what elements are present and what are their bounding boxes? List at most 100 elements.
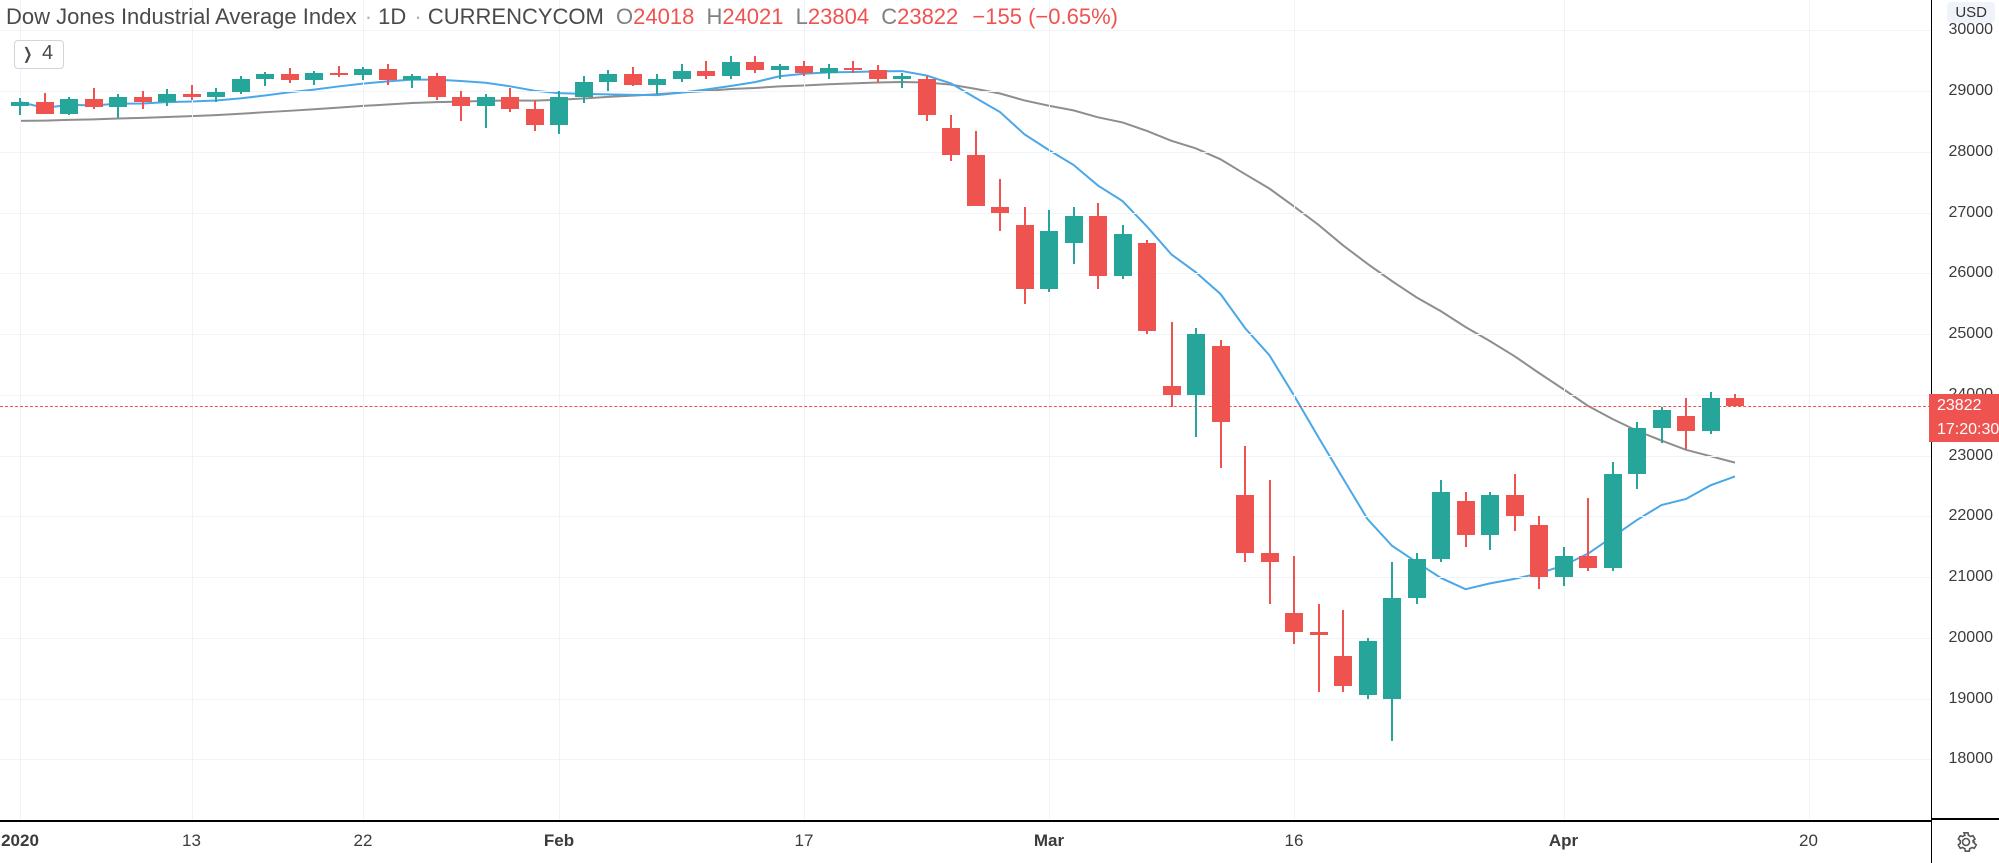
candlestick [183,85,201,100]
x-tick-label: 16 [1285,831,1304,851]
candlestick [403,74,421,88]
candlestick [526,100,544,130]
candlestick [232,76,250,94]
x-tick-label: 22 [354,831,373,851]
last-price-badge: 23822 [1929,394,1999,418]
candlestick [158,89,176,106]
candlestick [477,94,495,127]
y-tick-label: 26000 [1949,264,1994,282]
candlestick [1114,225,1132,280]
ohlc-l-value: 23804 [808,4,869,29]
candlestick [1383,562,1401,741]
candlestick [599,70,617,91]
candlestick [1163,322,1181,407]
y-tick-label: 28000 [1949,143,1994,161]
candlestick [1677,398,1695,450]
chevron-right-icon: ❯ [23,44,32,64]
ohlc-h-label: H [706,4,722,29]
candlestick [1702,392,1720,435]
candlestick [869,65,887,82]
candlestick [1432,480,1450,562]
ohlc-change: −155 (−0.65%) [972,4,1118,29]
candlestick [746,56,764,73]
y-tick-label: 21000 [1949,568,1994,586]
x-tick-label: 2020 [1,831,39,851]
candlestick [1065,207,1083,265]
candlestick [1481,492,1499,550]
chart-settings-button[interactable] [1932,820,1999,863]
candlestick [1187,328,1205,437]
candlestick [85,88,103,109]
symbol-name[interactable]: Dow Jones Industrial Average Index [6,4,357,29]
x-tick-label: 17 [795,831,814,851]
y-tick-label: 20000 [1949,629,1994,647]
candlestick [1579,498,1597,571]
candlestick [1285,556,1303,644]
candlestick [624,67,642,86]
candlestick [207,88,225,102]
candlestick [1726,394,1744,407]
ma-fast-line [20,71,1735,589]
candlestick [1089,203,1107,288]
time-axis[interactable]: 2020 13 22 Feb 17 Mar 16 Apr 20 [0,820,1932,863]
exchange-label: CURRENCYCOM [428,4,604,29]
candlestick [109,94,127,119]
candlestick [1555,547,1573,586]
last-price-line [0,406,1931,407]
x-tick-label: Mar [1034,831,1064,851]
y-tick-label: 25000 [1949,325,1994,343]
price-chart[interactable] [0,0,1932,820]
candlestick [771,64,789,79]
candlestick [281,68,299,83]
candlestick [967,131,985,180]
y-tick-label: 27000 [1949,204,1994,222]
candlestick [1310,604,1328,692]
x-tick-label: 20 [1799,831,1818,851]
x-tick-label: Feb [544,831,574,851]
y-tick-label: 19000 [1949,690,1994,708]
candlestick [575,76,593,103]
interval-label[interactable]: 1D [378,4,406,29]
ohlc-c-label: C [881,4,897,29]
candlestick [1261,480,1279,605]
candlestick [991,179,1009,231]
candlestick [134,91,152,109]
candlestick [1604,462,1622,571]
candlestick [1138,240,1156,334]
ohlc-h-value: 24021 [722,4,783,29]
candlestick [1359,638,1377,699]
candlestick [501,88,519,112]
candlestick [820,64,838,79]
candlestick [1530,516,1548,589]
indicator-count: 4 [42,42,53,64]
candlestick [1653,407,1671,443]
ohlc-o-label: O [616,4,633,29]
gear-icon [1954,830,1978,854]
candlestick [722,56,740,79]
x-tick-label: Apr [1549,831,1578,851]
bar-countdown-badge: 17:20:30 [1929,418,1999,442]
candlestick [330,66,348,77]
candlestick [354,67,372,80]
candlestick [844,61,862,73]
price-axis[interactable]: USD 180001900020000210002200023000240002… [1932,0,1999,820]
candlestick [1457,492,1475,547]
candlestick [893,73,911,88]
candlestick [60,97,78,115]
indicators-toggle-button[interactable]: ❯ 4 [14,40,64,69]
ohlc-l-label: L [796,4,808,29]
candlestick [1408,553,1426,605]
candlestick [11,98,29,115]
moving-average-overlay [0,0,1932,820]
candlestick [1040,210,1058,292]
ohlc-c-value: 23822 [897,4,958,29]
y-tick-label: 23000 [1949,447,1994,465]
x-tick-label: 13 [182,831,201,851]
candlestick [697,61,715,79]
candlestick [550,91,568,134]
candlestick [1506,474,1524,532]
chart-header: Dow Jones Industrial Average Index · 1D … [0,0,1999,28]
candlestick [1212,340,1230,468]
candlestick [256,72,274,87]
ohlc-o-value: 24018 [633,4,694,29]
